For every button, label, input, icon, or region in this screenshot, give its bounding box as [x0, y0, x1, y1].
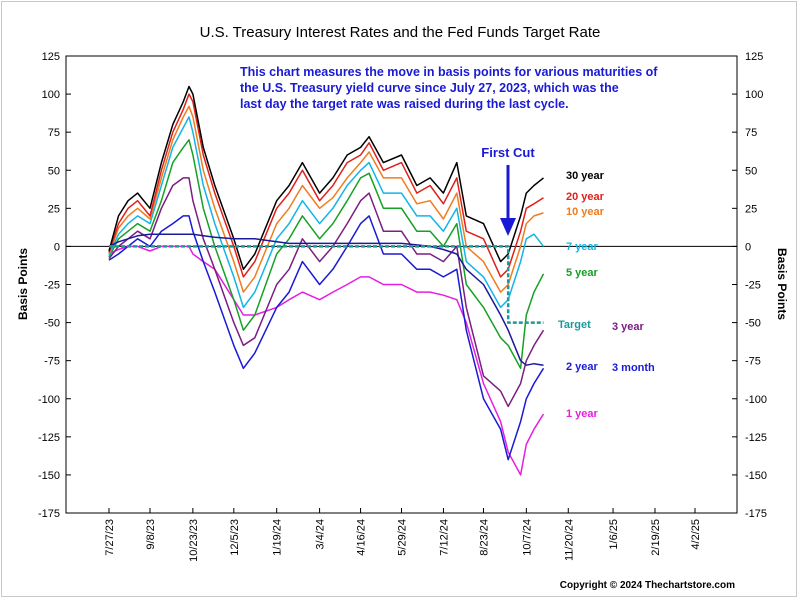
y-tick-label-right: 100: [745, 89, 763, 101]
y-tick-label-left: -25: [44, 280, 60, 292]
series-line-5-year: [108, 139, 545, 370]
y-tick-label-right: 125: [745, 51, 763, 63]
series-line-7-year: [108, 116, 545, 309]
y-tick-label-right: -75: [745, 356, 761, 368]
y-tick-label-right: 0: [745, 241, 751, 253]
y-tick-label-left: 100: [42, 89, 60, 101]
y-tick-label-right: -100: [745, 394, 767, 406]
y-tick-label-right: 75: [745, 127, 757, 139]
x-tick-label: 11/20/24: [563, 519, 575, 561]
first-cut-annotation: First Cut: [481, 145, 535, 236]
first-cut-label: First Cut: [481, 145, 535, 160]
x-axis-ticks: 7/27/23 9/8/23 10/23/23 12/5/23 1/19/24 3/4/2…: [104, 508, 702, 562]
x-tick-label: 3/4/24: [315, 519, 327, 550]
y-tick-label-left: -50: [44, 318, 60, 330]
y-tick-label-right: -125: [745, 432, 767, 444]
x-tick-label: 12/5/23: [229, 519, 241, 556]
annotation-line-2: the U.S. Treasury yield curve since July…: [240, 81, 619, 95]
y-tick-label-right: -150: [745, 470, 767, 482]
series-line-3-year: [108, 177, 545, 408]
y-tick-label-left: -125: [38, 432, 60, 444]
x-tick-label: 4/16/24: [356, 519, 368, 556]
annotation-text: This chart measures the move in basis po…: [240, 65, 661, 111]
x-tick-label: 10/23/23: [188, 519, 200, 562]
series-label-20-year: 20 year: [566, 191, 605, 203]
y-axis-ticks: 125 125 100 100 75 75 50 50 25 25 0 0 -25 -25 -50 -50 -7…: [38, 51, 767, 520]
y-tick-label-left: -150: [38, 470, 60, 482]
y-tick-label-right: 25: [745, 203, 757, 215]
annotation-line-3: last day the target rate was raised duri…: [240, 97, 569, 111]
series-lines: [108, 85, 545, 476]
y-tick-label-left: 25: [48, 203, 60, 215]
y-tick-label-left: -100: [38, 394, 60, 406]
x-tick-label: 2/19/25: [650, 519, 662, 556]
series-line-target: [109, 245, 544, 324]
series-line-2-year: [108, 215, 545, 461]
y-tick-label-right: -25: [745, 280, 761, 292]
series-label-target: Target: [558, 319, 591, 331]
series-label-3-year: 3 year: [612, 321, 645, 333]
x-tick-label: 4/2/25: [690, 519, 702, 550]
y-tick-label-left: 0: [54, 241, 60, 253]
first-cut-arrow-head: [500, 218, 516, 236]
y-tick-label-left: 125: [42, 51, 60, 63]
chart-title: U.S. Treasury Interest Rates and the Fed…: [200, 24, 601, 41]
x-tick-label: 7/27/23: [104, 519, 116, 556]
copyright: Copyright © 2024 Thechartstore.com: [560, 580, 735, 591]
series-label-10-year: 10 year: [566, 206, 605, 218]
y-tick-label-left: 75: [48, 127, 60, 139]
y-tick-label-left: -175: [38, 508, 60, 520]
x-tick-label: 8/23/24: [478, 519, 490, 556]
y-tick-label-left: -75: [44, 356, 60, 368]
series-label-30-year: 30 year: [566, 170, 605, 182]
series-line-20-year: [108, 93, 544, 278]
series-label-5-year: 5 year: [566, 267, 599, 279]
y-tick-label-right: -50: [745, 318, 761, 330]
annotation-line-1: This chart measures the move in basis po…: [240, 65, 658, 79]
x-tick-label: 5/29/24: [397, 519, 409, 556]
annotation-block: This chart measures the move in basis po…: [240, 65, 661, 111]
series-line-3-month: [108, 233, 544, 366]
y-axis-label-left: Basis Points: [16, 248, 30, 320]
x-tick-label: 1/6/25: [608, 519, 620, 550]
series-label-2-year: 2 year: [566, 361, 599, 373]
series-label-7-year: 7 year: [566, 241, 599, 253]
x-tick-label: 10/7/24: [521, 519, 533, 556]
x-tick-label: 7/12/24: [438, 519, 450, 556]
series-label-1-year: 1 year: [566, 408, 599, 420]
y-tick-label-right: 50: [745, 165, 757, 177]
series-line-10-year: [108, 105, 544, 293]
series-labels: 30 year 20 year 10 year 7 year 5 year Target 3…: [558, 170, 655, 420]
x-tick-label: 9/8/23: [145, 519, 157, 550]
series-line-30-year: [108, 85, 544, 271]
x-tick-label: 1/19/24: [272, 519, 284, 556]
y-tick-label-left: 50: [48, 165, 60, 177]
series-label-3-month: 3 month: [612, 362, 655, 374]
y-tick-label-right: -175: [745, 508, 767, 520]
y-axis-label-right: Basis Points: [775, 248, 789, 320]
